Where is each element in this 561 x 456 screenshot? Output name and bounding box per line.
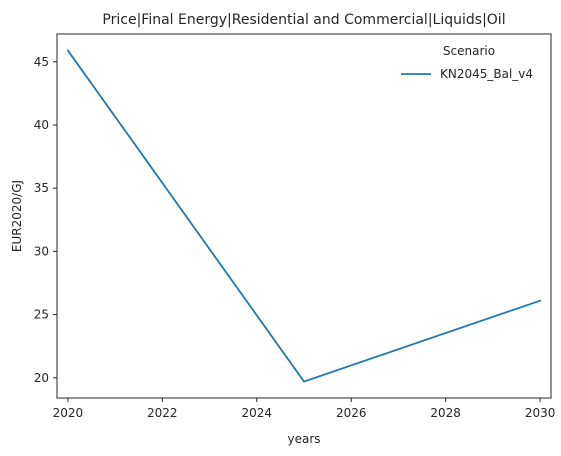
legend-title: Scenario (443, 44, 495, 58)
x-axis: 2020 2022 2024 2026 2028 2030 (53, 398, 556, 420)
data-point (66, 49, 69, 52)
x-tick-label: 2022 (147, 406, 178, 420)
x-tick-label: 2028 (430, 406, 461, 420)
legend: Scenario KN2045_Bal_v4 (401, 44, 533, 81)
y-tick-label: 20 (34, 371, 49, 385)
x-tick-label: 2026 (336, 406, 367, 420)
x-tick-label: 2030 (525, 406, 556, 420)
y-tick-label: 25 (34, 308, 49, 322)
y-tick-label: 35 (34, 181, 49, 195)
plot-area (56, 33, 552, 399)
y-tick-label: 30 (34, 244, 49, 258)
y-tick-label: 45 (34, 55, 49, 69)
chart-title: Price|Final Energy|Residential and Comme… (102, 12, 505, 28)
y-axis: 20 25 30 35 40 45 (34, 55, 57, 385)
x-tick-label: 2020 (53, 406, 84, 420)
legend-entry-label: KN2045_Bal_v4 (440, 67, 533, 81)
y-axis-label: EUR2020/GJ (10, 180, 24, 252)
plot-frame (56, 33, 552, 399)
x-axis-label: years (287, 432, 320, 446)
x-tick-label: 2024 (241, 406, 272, 420)
data-point (303, 380, 305, 383)
data-point (539, 299, 542, 302)
y-tick-label: 40 (34, 118, 49, 132)
series-layer (66, 49, 542, 383)
